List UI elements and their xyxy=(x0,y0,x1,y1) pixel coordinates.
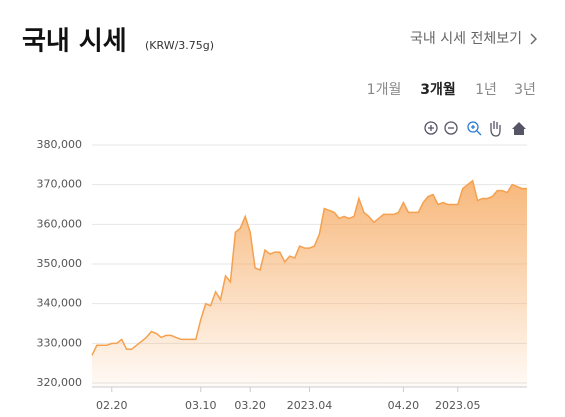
pan-icon[interactable] xyxy=(490,121,501,137)
y-tick-label: 380,000 xyxy=(37,138,83,151)
period-tab[interactable]: 1개월 xyxy=(367,82,402,98)
y-tick-label: 330,000 xyxy=(37,336,83,349)
period-tab[interactable]: 3개월 xyxy=(420,81,456,98)
zoom-out-icon[interactable] xyxy=(444,121,458,135)
x-tick-label: 2023.04 xyxy=(287,399,333,412)
toolbar xyxy=(424,121,526,137)
zoom-select-icon[interactable] xyxy=(467,121,482,136)
title: 국내 시세 xyxy=(22,27,127,57)
x-tick-label: 02.20 xyxy=(96,399,128,412)
more-link[interactable]: 국내 시세 전체보기 xyxy=(410,31,522,47)
y-tick-label: 370,000 xyxy=(37,178,83,191)
unit: (KRW/3.75g) xyxy=(145,39,214,52)
x-tick-label: 04.20 xyxy=(388,399,420,412)
x-tick-label: 03.10 xyxy=(185,399,217,412)
area-line xyxy=(91,179,527,356)
period-tab[interactable]: 1년 xyxy=(475,82,497,98)
y-tick-label: 340,000 xyxy=(37,297,83,310)
area-fill xyxy=(92,180,527,387)
home-icon[interactable] xyxy=(512,122,526,135)
y-tick-label: 350,000 xyxy=(37,257,83,270)
chevron-icon[interactable] xyxy=(530,33,537,45)
x-tick-label: 2023.05 xyxy=(435,399,481,412)
zoom-in-icon[interactable] xyxy=(424,121,438,135)
y-tick-label: 360,000 xyxy=(37,217,83,230)
x-tick-label: 03.20 xyxy=(234,399,266,412)
y-tick-label: 320,000 xyxy=(37,376,83,389)
period-tab[interactable]: 3년 xyxy=(514,82,536,98)
